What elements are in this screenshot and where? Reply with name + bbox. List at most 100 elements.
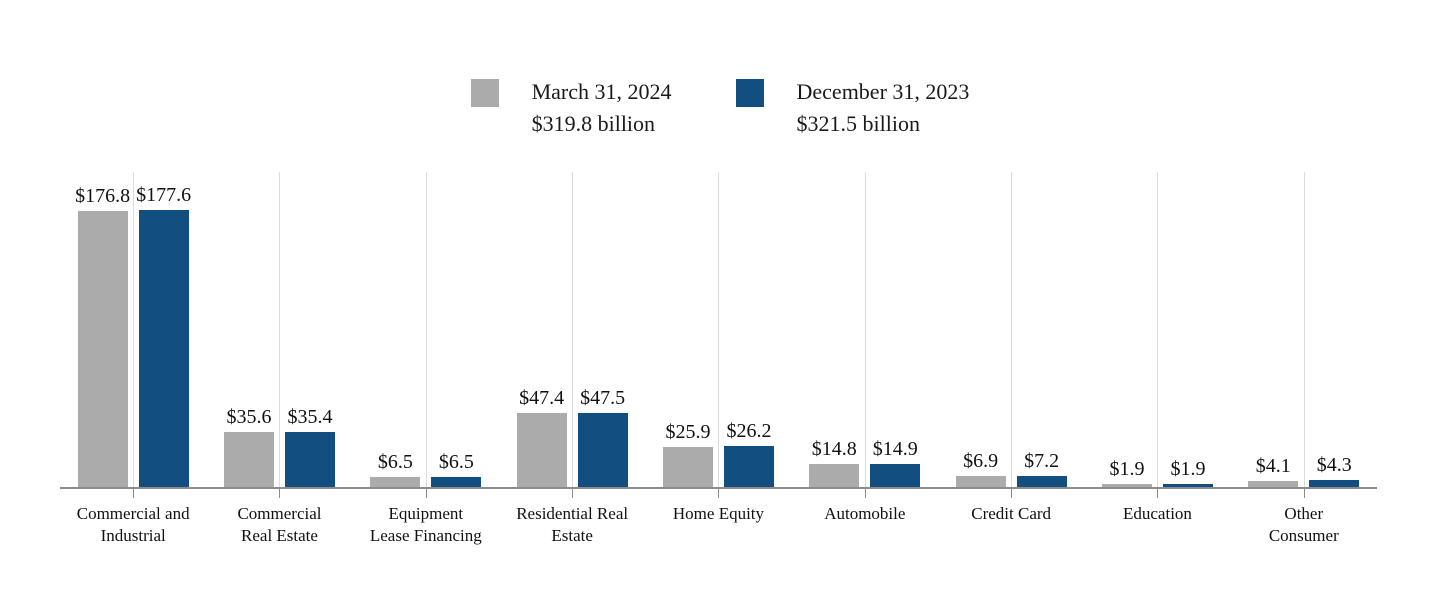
bar-series-0 — [955, 476, 1006, 487]
legend-text: March 31, 2024 $319.8 billion — [532, 76, 672, 140]
bar-series-0 — [1248, 480, 1299, 487]
category-label: Equipment Lease Financing — [369, 504, 482, 545]
category-group-2: $6.5 $6.5 Equipment Lease Financing — [353, 172, 499, 545]
category-gridline — [1011, 172, 1013, 487]
bar-value-label: $14.8 — [811, 437, 857, 460]
category-label: Credit Card — [971, 504, 1052, 523]
axis-tick — [1303, 489, 1305, 498]
category-label: Residential Real Estate — [516, 504, 629, 545]
bar-value-label: $6.5 — [377, 450, 413, 473]
category-gridline — [425, 172, 427, 487]
category-gridline — [718, 172, 720, 487]
bar-value-label: $14.9 — [872, 437, 918, 460]
bar-wrap-series-1: $177.6 — [136, 183, 192, 487]
axis-tick — [133, 489, 135, 498]
bar-wrap-series-0: $25.9 — [662, 420, 713, 487]
bar-value-label: $1.9 — [1109, 458, 1145, 480]
bar-value-label: $35.6 — [226, 405, 272, 428]
legend-series-total: $319.8 billion — [531, 111, 656, 136]
category-gridline — [864, 172, 866, 487]
category-label: Commercial Real Estate — [237, 504, 322, 545]
bar-pair: $6.5 $6.5 — [353, 450, 499, 487]
bar-wrap-series-1: $26.2 — [723, 419, 774, 487]
category-gridline — [133, 172, 135, 487]
bar-value-label: $6.5 — [438, 450, 474, 473]
bar-pair: $14.8 $14.9 — [792, 437, 938, 487]
bar-series-1 — [577, 412, 628, 487]
bar-wrap-series-0: $14.8 — [809, 437, 860, 487]
bar-value-label: $47.5 — [580, 386, 626, 409]
category-group-3: $47.4 $47.5 Residential Real Estate — [499, 172, 645, 545]
bar-series-0 — [77, 211, 128, 487]
legend-series-total: $321.5 billion — [796, 111, 920, 136]
bar-series-1 — [870, 463, 921, 487]
bar-series-1 — [723, 446, 774, 487]
category-label: Other Consumer — [1268, 504, 1339, 545]
bar-value-label: $4.3 — [1316, 454, 1352, 477]
category-group-0: $176.8 $177.6 Commercial and Industrial — [60, 172, 206, 545]
category-group-5: $14.8 $14.9 Automobile — [792, 172, 938, 523]
bar-series-0 — [1101, 484, 1152, 487]
bar-value-label: $1.9 — [1170, 458, 1206, 480]
legend-item-december-31-2023: December 31, 2023 $321.5 billion — [735, 76, 970, 140]
axis-tick — [1157, 489, 1159, 498]
bar-series-1 — [138, 209, 189, 487]
axis-tick — [425, 489, 427, 498]
bar-value-label: $47.4 — [519, 387, 565, 410]
bar-series-1 — [1309, 480, 1360, 487]
bar-pair: $6.9 $7.2 — [938, 449, 1084, 487]
bar-series-0 — [662, 446, 713, 487]
bar-pair: $176.8 $177.6 — [60, 183, 206, 487]
bar-series-0 — [516, 413, 567, 487]
bar-wrap-series-0: $6.5 — [370, 450, 421, 487]
category-gridline — [1303, 172, 1305, 487]
axis-tick — [864, 489, 866, 498]
bar-pair: $25.9 $26.2 — [645, 419, 791, 487]
bar-wrap-series-0: $35.6 — [223, 405, 274, 487]
category-gridline — [279, 172, 281, 487]
legend: March 31, 2024 $319.8 billion December 3… — [0, 76, 1440, 140]
bar-value-label: $26.2 — [726, 420, 772, 443]
bar-pair: $4.1 $4.3 — [1231, 453, 1377, 487]
category-label: Education — [1123, 504, 1192, 523]
bar-series-0 — [223, 431, 274, 487]
bar-series-0 — [370, 476, 421, 487]
plot-area: $176.8 $177.6 Commercial and Industrial $35… — [60, 172, 1377, 545]
bar-pair: $47.4 $47.5 — [499, 386, 645, 487]
bar-wrap-series-0: $176.8 — [75, 184, 131, 487]
bar-value-label: $177.6 — [136, 183, 192, 206]
category-group-7: $1.9 $1.9 Education — [1084, 172, 1230, 523]
category-gridline — [1157, 172, 1159, 487]
legend-item-march-31-2024: March 31, 2024 $319.8 billion — [470, 76, 672, 140]
category-group-4: $25.9 $26.2 Home Equity — [645, 172, 791, 523]
bar-series-0 — [809, 463, 860, 487]
bar-value-label: $35.4 — [287, 405, 333, 428]
legend-series-name: December 31, 2023 — [796, 79, 970, 104]
bar-pair: $1.9 $1.9 — [1084, 457, 1230, 487]
category-group-6: $6.9 $7.2 Credit Card — [938, 172, 1084, 523]
bar-pair: $35.6 $35.4 — [206, 405, 352, 487]
legend-swatch-blue — [735, 79, 764, 107]
bar-wrap-series-0: $4.1 — [1248, 454, 1299, 487]
category-label: Commercial and Industrial — [76, 504, 190, 545]
bar-wrap-series-1: $14.9 — [870, 437, 921, 487]
bar-series-1 — [1016, 475, 1067, 487]
category-label: Automobile — [824, 504, 906, 523]
legend-series-name: March 31, 2024 — [531, 79, 672, 104]
bar-series-1 — [284, 431, 335, 487]
bar-wrap-series-1: $6.5 — [431, 450, 482, 487]
bar-wrap-series-0: $1.9 — [1101, 457, 1152, 487]
category-group-8: $4.1 $4.3 Other Consumer — [1231, 172, 1377, 545]
bar-value-label: $176.8 — [75, 185, 131, 208]
bar-wrap-series-1: $47.5 — [577, 386, 628, 487]
legend-swatch-gray — [470, 79, 499, 107]
category-gridline — [572, 172, 574, 487]
bar-value-label: $25.9 — [665, 420, 711, 443]
bar-series-1 — [1162, 484, 1213, 487]
bar-wrap-series-0: $6.9 — [955, 449, 1006, 487]
bar-wrap-series-1: $1.9 — [1162, 457, 1213, 487]
bar-wrap-series-1: $35.4 — [284, 405, 335, 487]
category-label: Home Equity — [672, 504, 765, 523]
axis-tick — [279, 489, 281, 498]
